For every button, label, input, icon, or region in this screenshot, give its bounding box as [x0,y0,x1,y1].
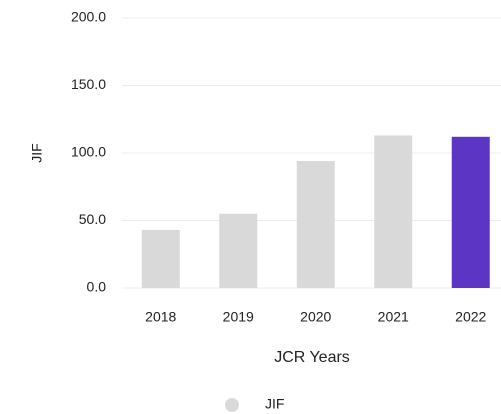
legend-label: JIF [265,396,284,412]
bar [141,229,180,288]
x-tick-label: 2022 [455,309,486,325]
x-tick-label: 2021 [378,309,409,325]
x-axis-title: JCR Years [274,349,350,366]
y-axis-title: JIF [29,143,45,162]
bar [296,161,335,288]
y-tick-label: 200.0 [71,9,106,25]
y-tick-label: 150.0 [71,76,106,92]
x-tick-label: 2020 [300,309,331,325]
y-tick-label: 100.0 [71,144,106,160]
x-tick-label: 2019 [223,309,254,325]
bar [374,135,413,288]
bar [219,213,258,288]
bar [451,136,490,288]
x-tick-label: 2018 [145,309,176,325]
legend-swatch [225,398,239,412]
y-tick-label: 0.0 [87,279,107,295]
y-tick-label: 50.0 [79,211,106,227]
